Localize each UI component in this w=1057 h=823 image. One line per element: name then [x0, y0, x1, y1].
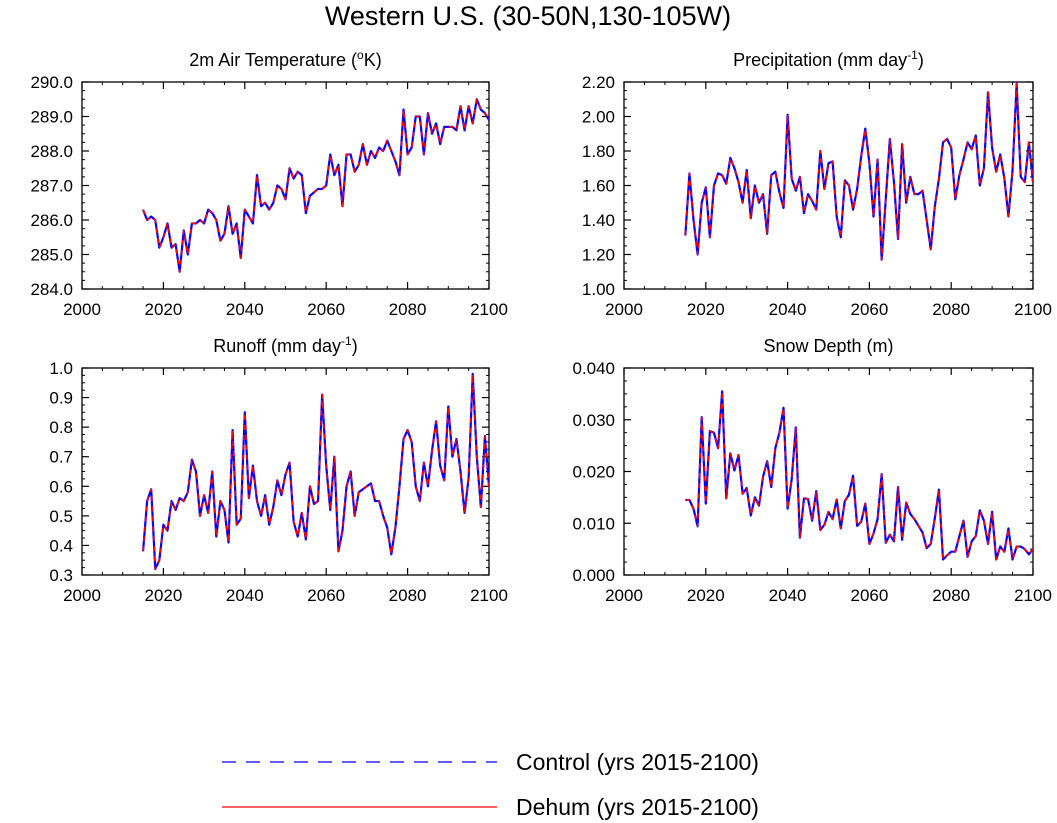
- y-tick-label: 0.5: [49, 507, 73, 526]
- y-tick-label: 0.7: [49, 448, 73, 467]
- y-tick-label: 0.010: [572, 514, 615, 533]
- y-tick-label: 1.80: [582, 142, 615, 161]
- x-tick-label: 2000: [63, 300, 101, 319]
- y-tick-label: 0.000: [572, 566, 615, 585]
- x-tick-label: 2060: [850, 300, 888, 319]
- panel-title-text: Runoff (mm day: [213, 336, 341, 356]
- y-tick-label: 0.8: [49, 418, 73, 437]
- panel-title-suffix: ): [918, 50, 924, 70]
- x-tick-label: 2060: [850, 586, 888, 605]
- y-tick-label: 288.0: [30, 142, 73, 161]
- series-line-dehum: [142, 98, 489, 273]
- panel-title-temperature: 2m Air Temperature (oK): [189, 48, 381, 70]
- x-tick-label: 2040: [226, 300, 264, 319]
- x-tick-label: 2100: [470, 300, 508, 319]
- panel-title-text: Precipitation (mm day: [733, 50, 907, 70]
- y-tick-label: 0.030: [572, 411, 615, 430]
- series-line-dehum: [142, 373, 489, 570]
- y-tick-label: 1.60: [582, 177, 615, 196]
- panel-title-text: 2m Air Temperature (: [189, 50, 357, 70]
- y-tick-label: 1.0: [49, 359, 73, 378]
- y-tick-label: 0.6: [49, 477, 73, 496]
- y-tick-label: 0.020: [572, 463, 615, 482]
- figure-title: Western U.S. (30-50N,130-105W): [325, 1, 731, 31]
- series-line-control: [684, 82, 1033, 261]
- y-tick-label: 0.040: [572, 359, 615, 378]
- x-tick-label: 2020: [144, 300, 182, 319]
- x-tick-label: 2060: [307, 586, 345, 605]
- series-line-control: [141, 372, 489, 571]
- legend-dehum-label: Dehum (yrs 2015-2100): [516, 794, 759, 820]
- x-tick-label: 2020: [144, 586, 182, 605]
- panel-precipitation: Precipitation (mm day-1) 2000 2020 2040 2060…: [582, 48, 1052, 319]
- y-tick-label: 2.20: [582, 73, 615, 92]
- panel-title-snow-depth: Snow Depth (m): [763, 336, 893, 356]
- x-tick-label: 2100: [470, 586, 508, 605]
- x-tick-label: 2040: [769, 586, 807, 605]
- x-tick-label: 2080: [389, 300, 427, 319]
- y-tick-label: 284.0: [30, 280, 73, 299]
- y-tick-label: 287.0: [30, 177, 73, 196]
- y-tick-label: 0.4: [49, 536, 73, 555]
- y-tick-label: 289.0: [30, 108, 73, 127]
- x-tick-label: 2100: [1014, 300, 1052, 319]
- series-line-dehum: [685, 390, 1033, 561]
- y-tick-label: 0.3: [49, 566, 73, 585]
- y-tick-label: 0.9: [49, 389, 73, 408]
- panel-title-suffix: K): [364, 50, 382, 70]
- y-tick-label: 2.00: [582, 108, 615, 127]
- x-tick-label: 2000: [605, 586, 643, 605]
- series-line-dehum: [684, 82, 1033, 261]
- panel-title-superscript: o: [357, 48, 364, 62]
- series-line-control: [142, 98, 489, 273]
- x-tick-label: 2100: [1014, 586, 1052, 605]
- panel-runoff: Runoff (mm day-1) 2000 2020 2040 2060 2080 210…: [49, 334, 508, 605]
- x-tick-label: 2020: [687, 586, 725, 605]
- panel-title-superscript: -1: [341, 334, 352, 348]
- x-tick-label: 2020: [687, 300, 725, 319]
- plot-frame: [623, 81, 1034, 290]
- panel-temperature: 2m Air Temperature (oK) 2000 2020 2040 2060 2…: [30, 48, 507, 319]
- x-tick-label: 2080: [932, 586, 970, 605]
- x-tick-label: 2000: [605, 300, 643, 319]
- x-tick-label: 2000: [63, 586, 101, 605]
- x-tick-label: 2040: [226, 586, 264, 605]
- panel-title-text: Snow Depth (m): [763, 336, 893, 356]
- y-tick-label: 1.20: [582, 246, 615, 265]
- panel-title-precipitation: Precipitation (mm day-1): [733, 48, 924, 70]
- legend-control-label: Control (yrs 2015-2100): [516, 749, 759, 775]
- panel-title-runoff: Runoff (mm day-1): [213, 334, 357, 356]
- x-tick-label: 2060: [307, 300, 345, 319]
- panel-title-superscript: -1: [907, 48, 918, 62]
- panel-title-suffix: ): [352, 336, 358, 356]
- legend: Control (yrs 2015-2100) Dehum (yrs 2015-…: [222, 749, 759, 820]
- x-tick-label: 2080: [389, 586, 427, 605]
- x-tick-label: 2080: [932, 300, 970, 319]
- x-tick-label: 2040: [769, 300, 807, 319]
- y-tick-label: 1.00: [582, 280, 615, 299]
- panel-snow-depth: Snow Depth (m) 2000 2020 2040 2060 2080 2100 0.…: [572, 336, 1051, 605]
- y-tick-label: 290.0: [30, 73, 73, 92]
- series-line-control: [685, 390, 1033, 561]
- y-tick-label: 285.0: [30, 246, 73, 265]
- y-tick-label: 1.40: [582, 211, 615, 230]
- y-tick-label: 286.0: [30, 211, 73, 230]
